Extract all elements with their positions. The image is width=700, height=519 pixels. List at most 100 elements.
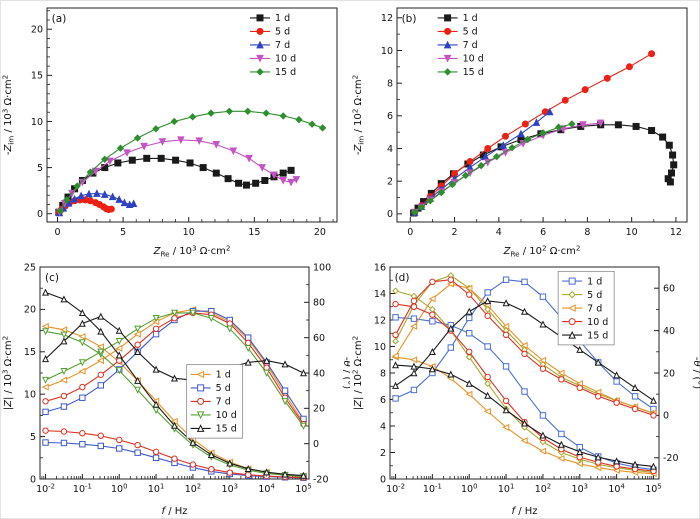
- svg-text:10-1: 10-1: [73, 483, 92, 496]
- x-axis-label-a: ZRe / 103 Ω·cm2: [153, 244, 231, 259]
- svg-text:1 d: 1 d: [216, 370, 231, 381]
- svg-text:103: 103: [572, 483, 588, 496]
- nyquist-plot-panel-b: 0 2 4 6 8 10 12 0 2 4 6 8 10 12 ZRe / 102 Ω·cm2 -Zim / …: [351, 7, 688, 259]
- y-axis-label-b: -Zim / 102 Ω·cm2: [351, 75, 366, 155]
- svg-text:40: 40: [313, 368, 325, 379]
- svg-text:20: 20: [24, 305, 36, 316]
- svg-text:104: 104: [608, 483, 624, 496]
- svg-text:0: 0: [37, 209, 43, 220]
- svg-text:7 d: 7 d: [463, 40, 478, 51]
- svg-text:10: 10: [24, 390, 36, 401]
- svg-text:0: 0: [30, 474, 36, 485]
- y2-axis-label-c: -θ / (°): [341, 357, 350, 389]
- bode-plot-panel-c: 10-2 10-1 100 101 102 103 104 105 0 5 10 15 20 25 -20 0…: [1, 262, 351, 517]
- y-axis-label-d: |Z| / 102 Ω·cm2: [351, 336, 365, 410]
- svg-text:16: 16: [374, 262, 386, 273]
- svg-text:4: 4: [387, 144, 393, 155]
- axes-a: 0 5 10 15 20 0 5 10 15 20: [31, 7, 338, 238]
- svg-text:10 d: 10 d: [275, 54, 296, 65]
- legend-b: 1 d 5 d 7 d 10 d 15 d: [437, 13, 484, 78]
- series-group-b: [410, 50, 678, 217]
- svg-text:105: 105: [645, 483, 661, 496]
- svg-text:15 d: 15 d: [275, 67, 296, 78]
- svg-text:102: 102: [535, 483, 551, 496]
- svg-text:10-2: 10-2: [36, 483, 55, 496]
- svg-text:10 d: 10 d: [463, 54, 484, 65]
- svg-text:102: 102: [185, 483, 201, 496]
- svg-text:10: 10: [381, 46, 393, 57]
- svg-text:104: 104: [258, 483, 274, 496]
- svg-text:0: 0: [54, 227, 60, 238]
- svg-text:15 d: 15 d: [463, 67, 484, 78]
- svg-text:-20: -20: [663, 453, 679, 464]
- svg-text:1 d: 1 d: [275, 13, 290, 24]
- axes-b: 0 2 4 6 8 10 12 0 2 4 6 8 10 12: [381, 7, 688, 238]
- svg-text:15: 15: [248, 227, 260, 238]
- svg-text:20: 20: [31, 25, 43, 36]
- svg-text:5: 5: [120, 227, 126, 238]
- svg-text:5 d: 5 d: [463, 27, 478, 38]
- svg-text:0: 0: [407, 227, 413, 238]
- svg-text:2: 2: [387, 176, 393, 187]
- svg-text:5: 5: [30, 432, 36, 443]
- x-axis-label-c: f / Hz: [161, 506, 187, 517]
- svg-text:0: 0: [380, 474, 386, 485]
- svg-text:5 d: 5 d: [587, 290, 602, 301]
- svg-text:5 d: 5 d: [275, 27, 290, 38]
- panel-label-b: (b): [402, 13, 417, 25]
- svg-text:15: 15: [31, 71, 43, 82]
- svg-text:0: 0: [663, 411, 669, 422]
- panel-label-d: (d): [395, 272, 410, 284]
- svg-text:14: 14: [374, 289, 386, 300]
- legend-d: 1 d 5 d 7 d 10 d 15 d: [557, 270, 615, 346]
- svg-text:4: 4: [496, 227, 502, 238]
- svg-text:8: 8: [584, 227, 590, 238]
- svg-text:20: 20: [313, 404, 325, 415]
- y-axis-label-a: -Zim / 103 Ω·cm2: [1, 75, 16, 155]
- y-axis-label-c: |Z| / 103 Ω·cm2: [1, 336, 15, 410]
- svg-text:5 d: 5 d: [216, 383, 231, 394]
- legend-a: 1 d 5 d 7 d 10 d 15 d: [250, 13, 296, 78]
- svg-text:100: 100: [111, 483, 127, 496]
- svg-text:8: 8: [380, 368, 386, 379]
- svg-text:12: 12: [374, 315, 386, 326]
- svg-text:7 d: 7 d: [216, 397, 231, 408]
- svg-text:10: 10: [374, 342, 386, 353]
- svg-text:15 d: 15 d: [587, 330, 608, 341]
- svg-text:7 d: 7 d: [275, 40, 290, 51]
- svg-text:60: 60: [313, 333, 325, 344]
- svg-text:0: 0: [387, 209, 393, 220]
- svg-text:101: 101: [498, 483, 514, 496]
- axes-d: 10-2 10-1 100 101 102 103 104 105 0 2 4 6 8 10 12 14 16 -…: [374, 262, 679, 495]
- svg-text:25: 25: [24, 262, 36, 273]
- svg-text:10: 10: [626, 227, 638, 238]
- svg-text:1 d: 1 d: [587, 276, 602, 287]
- panel-label-c: (c): [45, 272, 59, 284]
- x-axis-label-d: f / Hz: [511, 506, 537, 517]
- svg-text:2: 2: [452, 227, 458, 238]
- svg-text:10-2: 10-2: [386, 483, 405, 496]
- svg-text:10: 10: [31, 117, 43, 128]
- svg-text:100: 100: [313, 262, 331, 273]
- svg-text:10: 10: [183, 227, 195, 238]
- svg-text:10 d: 10 d: [587, 317, 608, 328]
- svg-text:100: 100: [461, 483, 477, 496]
- svg-text:-20: -20: [313, 474, 329, 485]
- svg-text:20: 20: [663, 368, 675, 379]
- svg-text:105: 105: [295, 483, 311, 496]
- y2-axis-label-d: -θ / (°): [691, 357, 700, 389]
- svg-text:0: 0: [313, 439, 319, 450]
- svg-text:4: 4: [380, 421, 386, 432]
- nyquist-plot-panel-a: 0 5 10 15 20 0 5 10 15 20 ZRe / 103 Ω·cm2 -Zim / 10…: [1, 7, 338, 259]
- svg-text:60: 60: [663, 284, 675, 295]
- panel-label-a: (a): [52, 13, 67, 25]
- svg-text:15 d: 15 d: [216, 424, 237, 435]
- svg-text:15: 15: [24, 347, 36, 358]
- svg-text:6: 6: [380, 395, 386, 406]
- svg-text:12: 12: [670, 227, 682, 238]
- svg-text:6: 6: [540, 227, 546, 238]
- x-axis-label-b: ZRe / 102 Ω·cm2: [503, 244, 581, 259]
- svg-text:7 d: 7 d: [587, 303, 602, 314]
- svg-text:8: 8: [387, 78, 393, 89]
